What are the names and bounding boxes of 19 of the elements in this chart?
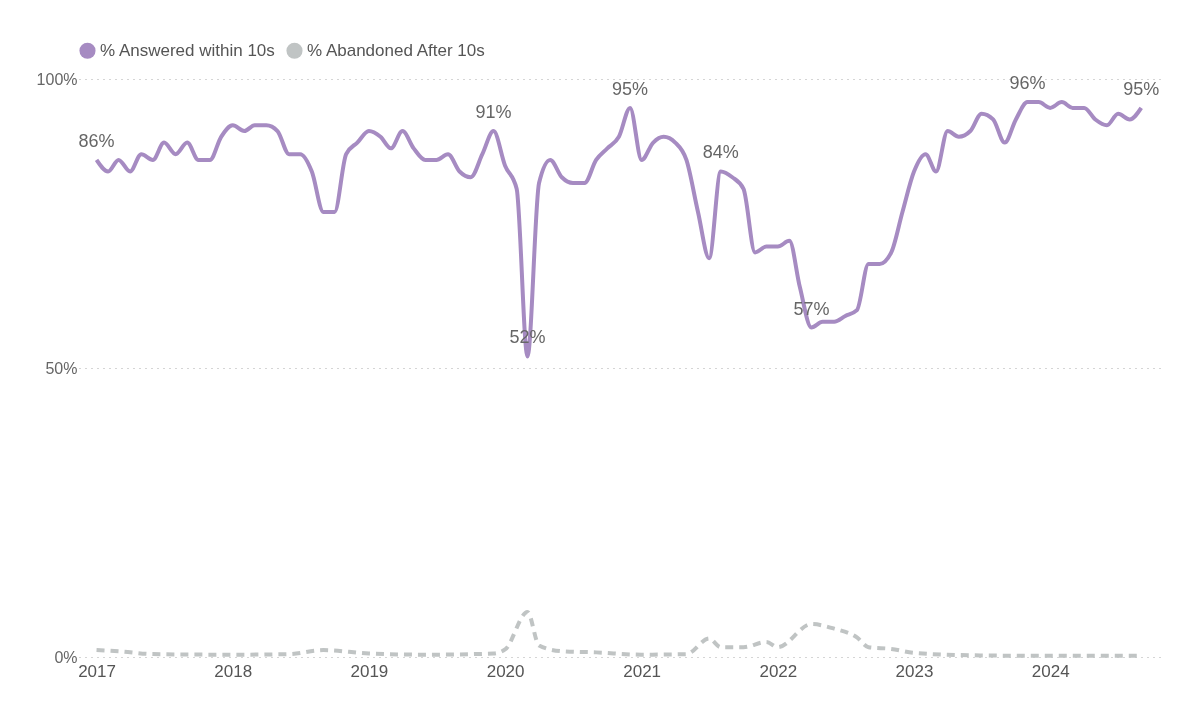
x-tick-label: 2020 bbox=[486, 661, 525, 681]
data-label: 95% bbox=[1123, 78, 1160, 99]
data-label: 91% bbox=[475, 102, 512, 123]
data-label: 86% bbox=[78, 130, 115, 151]
data-label: 96% bbox=[1009, 73, 1046, 94]
y-tick-label: 0% bbox=[54, 648, 78, 666]
y-tick-label: 50% bbox=[45, 359, 78, 377]
x-tick-label: 2021 bbox=[623, 661, 662, 681]
legend-label: % Answered within 10s bbox=[100, 40, 275, 60]
data-label: 84% bbox=[702, 142, 739, 163]
x-tick-label: 2022 bbox=[759, 661, 798, 681]
x-tick-label: 2019 bbox=[350, 661, 389, 681]
legend-label: % Abandoned After 10s bbox=[307, 40, 485, 60]
y-tick-label: 100% bbox=[36, 70, 78, 88]
x-tick-label: 2023 bbox=[895, 661, 934, 681]
x-tick-label: 2017 bbox=[78, 661, 116, 681]
data-label: 95% bbox=[612, 78, 649, 99]
x-tick-label: 2018 bbox=[214, 661, 253, 681]
x-tick-label: 2024 bbox=[1031, 661, 1070, 681]
